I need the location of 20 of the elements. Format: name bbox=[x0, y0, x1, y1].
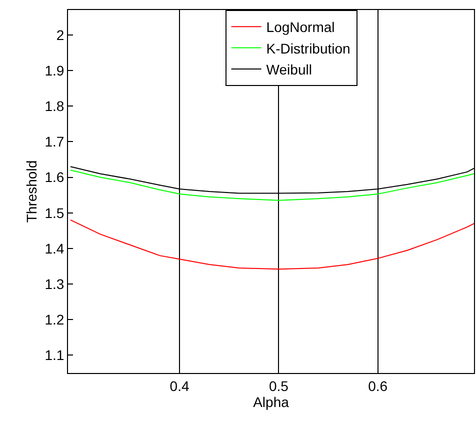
x-tick-label: 0.5 bbox=[268, 378, 289, 394]
x-tick-label: 0.6 bbox=[368, 378, 388, 394]
y-tick-label: 1.3 bbox=[44, 276, 64, 292]
legend-label: K-Distribution bbox=[266, 40, 350, 56]
line-series bbox=[70, 170, 474, 201]
y-tick-label: 1.6 bbox=[44, 169, 64, 186]
y-tick-label: 1.7 bbox=[44, 134, 64, 150]
y-tick-label: 1.2 bbox=[44, 312, 64, 328]
y-tick-label: 1.1 bbox=[44, 347, 64, 364]
y-axis-title: Threshold bbox=[23, 160, 40, 223]
y-tick-label: 1.9 bbox=[44, 62, 64, 78]
y-tick-label: 1.8 bbox=[44, 98, 64, 114]
line-series bbox=[70, 219, 474, 270]
x-tick-label: 0.4 bbox=[170, 378, 190, 394]
legend-label: LogNormal bbox=[266, 19, 335, 36]
y-tick-label: 1.4 bbox=[44, 240, 64, 256]
y-tick-label: 2 bbox=[56, 26, 64, 43]
x-axis-title: Alpha bbox=[253, 394, 290, 410]
y-tick-label: 1.5 bbox=[44, 204, 64, 221]
legend-label: Weibull bbox=[266, 61, 312, 78]
